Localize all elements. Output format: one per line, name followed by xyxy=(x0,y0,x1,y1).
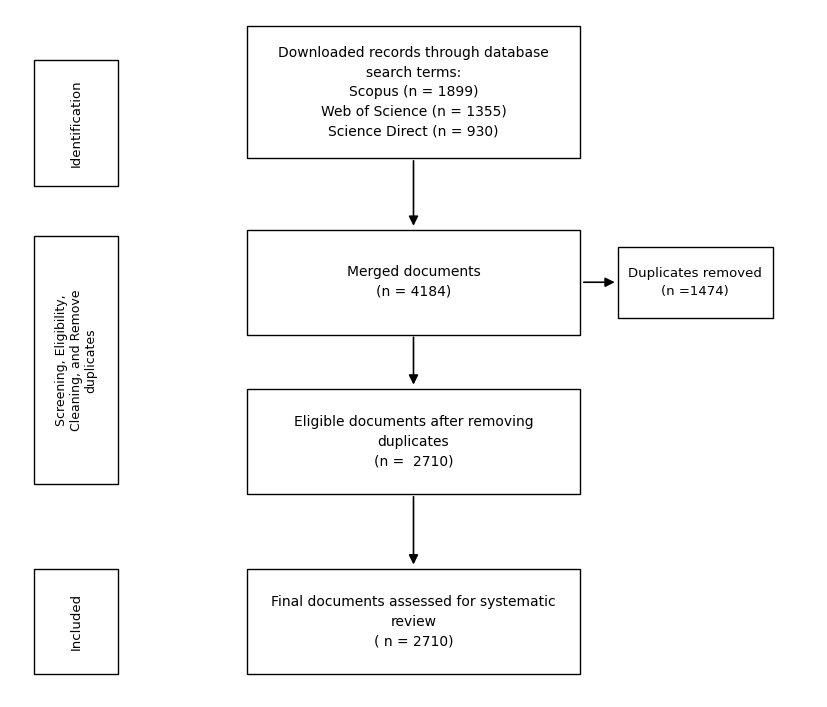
FancyBboxPatch shape xyxy=(246,230,581,335)
FancyBboxPatch shape xyxy=(618,247,772,318)
Text: Final documents assessed for systematic
review
( n = 2710): Final documents assessed for systematic … xyxy=(271,595,556,648)
FancyBboxPatch shape xyxy=(35,236,117,484)
FancyBboxPatch shape xyxy=(35,60,117,185)
Text: Duplicates removed
(n =1474): Duplicates removed (n =1474) xyxy=(629,267,762,298)
FancyBboxPatch shape xyxy=(246,26,581,158)
FancyBboxPatch shape xyxy=(246,569,581,674)
Text: Screening, Eligibility,
Cleaning, and Remove
duplicates: Screening, Eligibility, Cleaning, and Re… xyxy=(55,290,98,431)
Text: Identification: Identification xyxy=(69,79,83,167)
FancyBboxPatch shape xyxy=(246,389,581,494)
Text: Downloaded records through database
search terms:
Scopus (n = 1899)
Web of Scien: Downloaded records through database sear… xyxy=(278,46,549,138)
Text: Merged documents
(n = 4184): Merged documents (n = 4184) xyxy=(347,266,480,299)
FancyBboxPatch shape xyxy=(35,569,117,674)
Text: Eligible documents after removing
duplicates
(n =  2710): Eligible documents after removing duplic… xyxy=(294,415,533,468)
Text: Included: Included xyxy=(69,593,83,650)
